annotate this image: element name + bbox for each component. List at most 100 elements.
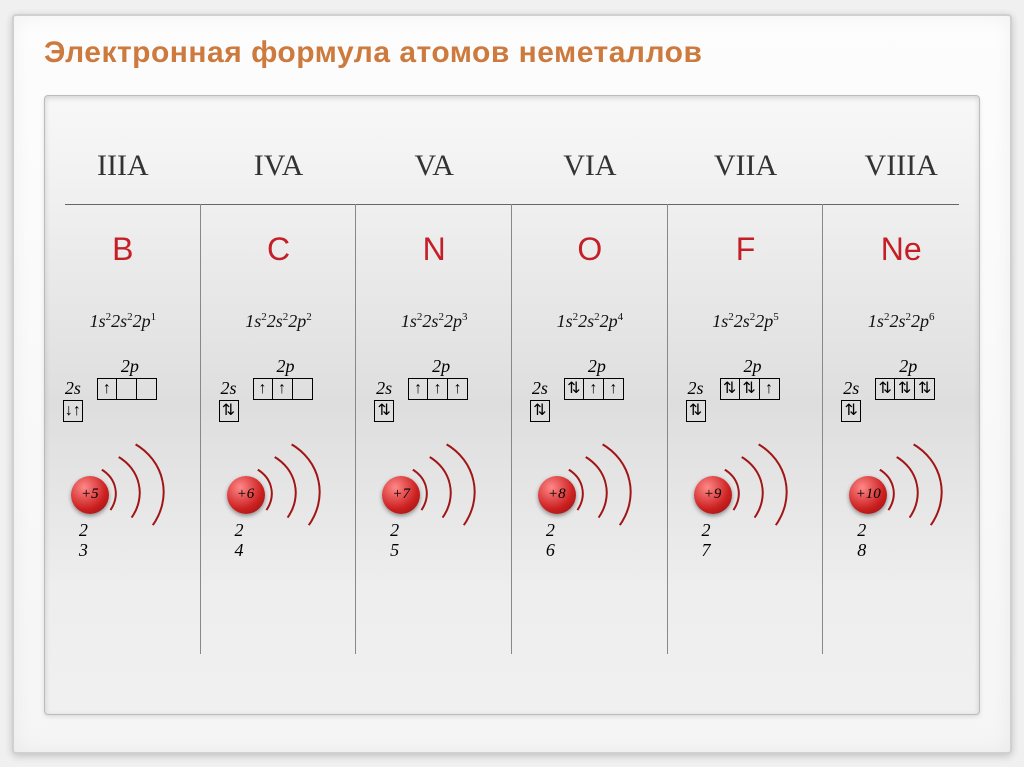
orbital-box-2s: ⇅ — [374, 400, 394, 422]
orbital-diagram: 2p 2s↓↑ ↑ — [53, 356, 193, 426]
orbital-box-2s: ⇅ — [219, 400, 239, 422]
element-symbol: O — [577, 231, 602, 281]
orbital-box-2p: ↑ — [760, 378, 780, 400]
orbital-box-2p: ↑ — [408, 378, 428, 400]
orbital-diagram: 2p2s⇅⇅⇅⇅ — [831, 356, 971, 426]
orbital-box-2p — [137, 378, 157, 400]
orbital-box-2p: ↑ — [584, 378, 604, 400]
shell-count: 8 — [857, 540, 866, 561]
shell-electron-counts: 24 — [235, 520, 244, 561]
element-column: IIIAB1s22s22p12p2s↓↑↑+523 — [45, 136, 201, 714]
orbital-box-2p: ⇅ — [740, 378, 760, 400]
orbital-box-2p — [117, 378, 137, 400]
shell-count: 5 — [390, 540, 399, 561]
orbital-2s-label: 2s — [688, 378, 704, 399]
electron-config: 1s22s22p1 — [90, 311, 157, 341]
electron-config: 1s22s22p2 — [245, 311, 312, 341]
orbital-box-2p: ⇅ — [875, 378, 895, 400]
orbital-box-2s: ⇅ — [530, 400, 550, 422]
atom-model: +1028 — [831, 436, 971, 556]
group-label: VIA — [563, 136, 616, 196]
orbital-diagram: 2p2s⇅⇅⇅↑ — [676, 356, 816, 426]
atom-model: +927 — [676, 436, 816, 556]
electron-config: 1s22s22p4 — [557, 311, 624, 341]
orbital-diagram: 2p2s⇅⇅↑↑ — [520, 356, 660, 426]
nucleus: +6 — [227, 476, 265, 514]
nucleus: +9 — [694, 476, 732, 514]
orbital-2p-label: 2p — [432, 356, 450, 377]
shell-count: 2 — [79, 520, 88, 541]
electron-config: 1s22s22p3 — [401, 311, 468, 341]
group-label: VA — [414, 136, 453, 196]
orbital-box-2p: ⇅ — [564, 378, 584, 400]
shell-electron-counts: 25 — [390, 520, 399, 561]
shell-count: 7 — [702, 540, 711, 561]
nucleus: +8 — [538, 476, 576, 514]
orbital-2p-label: 2p — [277, 356, 295, 377]
shell-count: 2 — [546, 520, 555, 541]
electron-config: 1s22s22p5 — [712, 311, 779, 341]
orbital-box-2p: ↑ — [253, 378, 273, 400]
slide: Электронная формула атомов неметаллов II… — [12, 14, 1012, 754]
shell-count: 4 — [235, 540, 244, 561]
element-column: VIIIANe1s22s22p62p2s⇅⇅⇅⇅+1028 — [823, 136, 979, 714]
content-panel: IIIAB1s22s22p12p2s↓↑↑+523IVAC1s22s22p22p… — [44, 95, 980, 715]
orbital-2s-label: 2s — [65, 378, 81, 399]
orbital-2s-label: 2s — [532, 378, 548, 399]
shell-count: 2 — [390, 520, 399, 541]
orbital-2p-label: 2p — [899, 356, 917, 377]
shell-count: 2 — [857, 520, 866, 541]
element-column: VAN1s22s22p32p2s⇅↑↑↑+725 — [356, 136, 512, 714]
shell-electron-counts: 27 — [702, 520, 711, 561]
electron-config: 1s22s22p6 — [868, 311, 935, 341]
orbital-2s-label: 2s — [376, 378, 392, 399]
element-symbol: C — [267, 231, 290, 281]
atom-model: +624 — [209, 436, 349, 556]
orbital-box-2p: ↑ — [448, 378, 468, 400]
shell-count: 2 — [235, 520, 244, 541]
orbital-2p-label: 2p — [121, 356, 139, 377]
orbital-diagram: 2p 2s⇅ ↑↑ — [209, 356, 349, 426]
shell-electron-counts: 28 — [857, 520, 866, 561]
shell-count: 6 — [546, 540, 555, 561]
element-symbol: B — [112, 231, 133, 281]
element-symbol: N — [423, 231, 446, 281]
element-symbol: Ne — [881, 231, 922, 281]
atom-model: +523 — [53, 436, 193, 556]
orbital-box-2s: ⇅ — [841, 400, 861, 422]
orbital-2s-label: 2s — [221, 378, 237, 399]
shell-count: 2 — [702, 520, 711, 541]
element-column: IVAC1s22s22p22p2s⇅↑↑+624 — [201, 136, 357, 714]
element-column: VIAO1s22s22p42p2s⇅⇅↑↑+826 — [512, 136, 668, 714]
nucleus: +10 — [849, 476, 887, 514]
shell-electron-counts: 26 — [546, 520, 555, 561]
orbital-box-2p — [293, 378, 313, 400]
orbital-box-2p: ⇅ — [720, 378, 740, 400]
element-symbol: F — [736, 231, 756, 281]
orbital-box-2p: ↑ — [428, 378, 448, 400]
orbital-box-2p: ⇅ — [895, 378, 915, 400]
columns-container: IIIAB1s22s22p12p2s↓↑↑+523IVAC1s22s22p22p… — [45, 136, 979, 714]
group-label: VIIA — [714, 136, 777, 196]
orbital-2p-label: 2p — [588, 356, 606, 377]
orbital-box-2s: ⇅ — [686, 400, 706, 422]
orbital-2p-label: 2p — [744, 356, 762, 377]
atom-model: +826 — [520, 436, 660, 556]
nucleus: +7 — [382, 476, 420, 514]
orbital-box-2p: ↑ — [97, 378, 117, 400]
element-column: VIIAF1s22s22p52p2s⇅⇅⇅↑+927 — [668, 136, 824, 714]
orbital-box-2s: ↓↑ — [63, 400, 83, 422]
orbital-box-2p: ⇅ — [915, 378, 935, 400]
slide-title: Электронная формула атомов неметаллов — [44, 36, 980, 70]
atom-model: +725 — [364, 436, 504, 556]
group-label: IVA — [254, 136, 303, 196]
nucleus: +5 — [71, 476, 109, 514]
orbital-box-2p: ↑ — [273, 378, 293, 400]
orbital-box-2p: ↑ — [604, 378, 624, 400]
group-label: VIIIA — [865, 136, 938, 196]
orbital-2s-label: 2s — [843, 378, 859, 399]
shell-count: 3 — [79, 540, 88, 561]
shell-electron-counts: 23 — [79, 520, 88, 561]
orbital-diagram: 2p2s⇅↑↑↑ — [364, 356, 504, 426]
group-label: IIIA — [97, 136, 149, 196]
